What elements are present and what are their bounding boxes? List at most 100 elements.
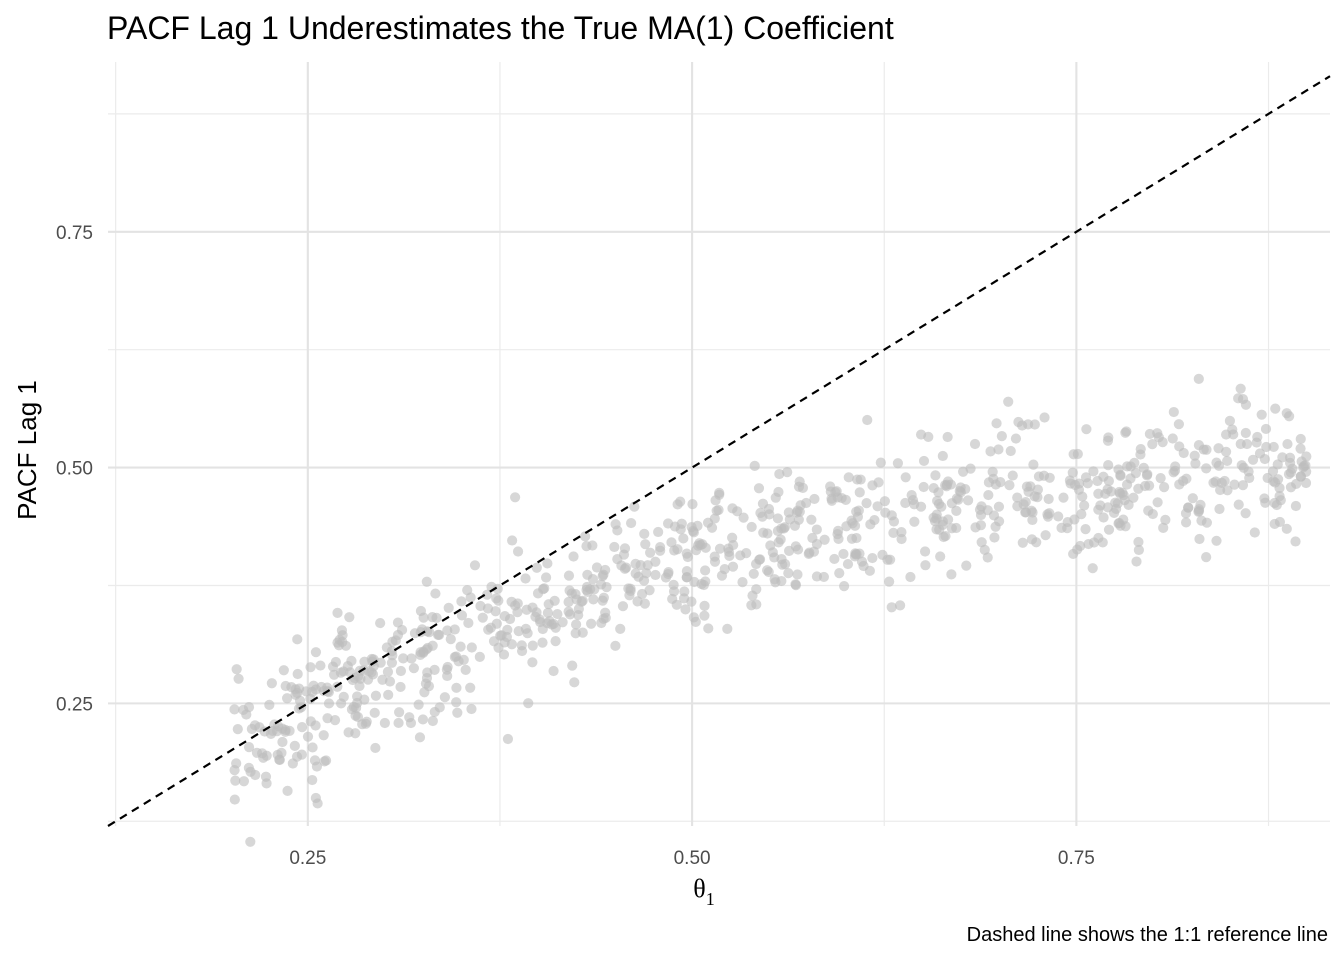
scatter-point	[687, 499, 698, 510]
x-tick-label: 0.75	[1058, 848, 1095, 869]
scatter-point	[406, 653, 417, 664]
scatter-point	[455, 641, 466, 652]
scatter-point	[1187, 493, 1198, 504]
scatter-point	[1153, 432, 1164, 443]
scatter-point	[282, 785, 293, 796]
scatter-point	[1103, 524, 1115, 535]
scatter-point	[451, 697, 462, 708]
scatter-point	[1068, 548, 1079, 560]
scatter-point	[307, 774, 318, 786]
scatter-point	[951, 505, 962, 516]
scatter-point	[862, 414, 873, 426]
scatter-point	[513, 626, 524, 637]
scatter-point	[639, 528, 650, 539]
scatter-point	[466, 642, 477, 653]
scatter-point	[332, 607, 343, 618]
scatter-point	[231, 758, 242, 769]
scatter-point	[1100, 488, 1111, 499]
scatter-point	[1269, 497, 1280, 509]
scatter-point	[475, 600, 486, 612]
scatter-point	[249, 720, 261, 731]
scatter-point	[1121, 426, 1132, 437]
scatter-point	[976, 501, 987, 512]
scatter-point	[770, 492, 781, 503]
scatter-point	[675, 524, 686, 535]
scatter-point	[296, 722, 308, 733]
scatter-point	[942, 431, 953, 443]
scatter-point	[230, 775, 241, 786]
scatter-point	[772, 525, 784, 537]
scatter-point	[323, 698, 335, 709]
scatter-point	[323, 687, 334, 698]
scatter-point	[1092, 475, 1103, 487]
scatter-point	[557, 617, 568, 628]
scatter-point	[375, 617, 386, 629]
scatter-point	[588, 594, 599, 605]
scatter-point	[1168, 406, 1179, 418]
scatter-point	[983, 489, 994, 501]
scatter-point	[1138, 462, 1149, 473]
scatter-point	[523, 698, 534, 709]
scatter-point	[370, 742, 381, 754]
scatter-point	[610, 640, 621, 651]
scatter-point	[392, 617, 404, 628]
scatter-point	[1004, 480, 1015, 491]
scatter-point	[541, 572, 552, 583]
scatter-point	[1053, 511, 1064, 522]
scatter-point	[1247, 454, 1259, 465]
scatter-point	[383, 689, 394, 700]
scatter-point	[1147, 439, 1158, 450]
scatter-point	[296, 749, 307, 760]
scatter-point	[315, 660, 326, 671]
scatter-point	[1026, 534, 1038, 545]
scatter-point	[550, 636, 561, 647]
scatter-point	[1103, 459, 1114, 471]
scatter-point	[542, 607, 554, 618]
scatter-point	[232, 724, 243, 735]
scatter-point	[344, 612, 355, 623]
y-tick-label: 0.25	[56, 694, 93, 715]
scatter-point	[666, 537, 677, 548]
scatter-point	[442, 625, 453, 636]
scatter-point	[991, 418, 1002, 429]
scatter-point	[896, 527, 907, 538]
scatter-point	[1194, 533, 1205, 545]
scatter-point	[682, 551, 693, 563]
scatter-point	[774, 468, 785, 480]
scatter-point	[463, 617, 474, 629]
scatter-point	[394, 707, 405, 718]
scatter-point	[782, 467, 793, 478]
scatter-point	[872, 501, 883, 512]
scatter-point	[1044, 508, 1055, 519]
scatter-point	[767, 547, 778, 558]
scatter-point	[395, 665, 407, 677]
scatter-point	[260, 771, 272, 782]
scatter-point	[852, 474, 863, 485]
y-ticks-layer: 0.25 0.50 0.75	[56, 223, 93, 716]
scatter-point	[1268, 441, 1279, 453]
scatter-point	[1080, 524, 1091, 535]
scatter-point	[1235, 383, 1246, 394]
scatter-point	[1259, 453, 1270, 465]
scatter-point	[552, 608, 563, 620]
scatter-point	[869, 514, 880, 526]
scatter-point	[1295, 443, 1306, 454]
scatter-point	[763, 566, 774, 578]
scatter-point	[680, 604, 691, 615]
scatter-point	[769, 574, 780, 585]
scatter-point	[990, 521, 1001, 532]
scatter-point	[749, 460, 760, 472]
scatter-point	[772, 513, 783, 524]
scatter-point	[569, 677, 580, 688]
scatter-point	[423, 681, 435, 692]
scatter-point	[1222, 455, 1233, 467]
scatter-point	[703, 623, 714, 634]
scatter-point	[393, 717, 404, 729]
scatter-point	[441, 664, 452, 675]
scatter-point	[474, 651, 485, 662]
scatter-point	[679, 586, 690, 597]
scatter-point	[811, 524, 822, 535]
scatter-point	[714, 543, 726, 554]
scatter-point	[1301, 451, 1312, 462]
scatter-point	[1039, 412, 1050, 423]
